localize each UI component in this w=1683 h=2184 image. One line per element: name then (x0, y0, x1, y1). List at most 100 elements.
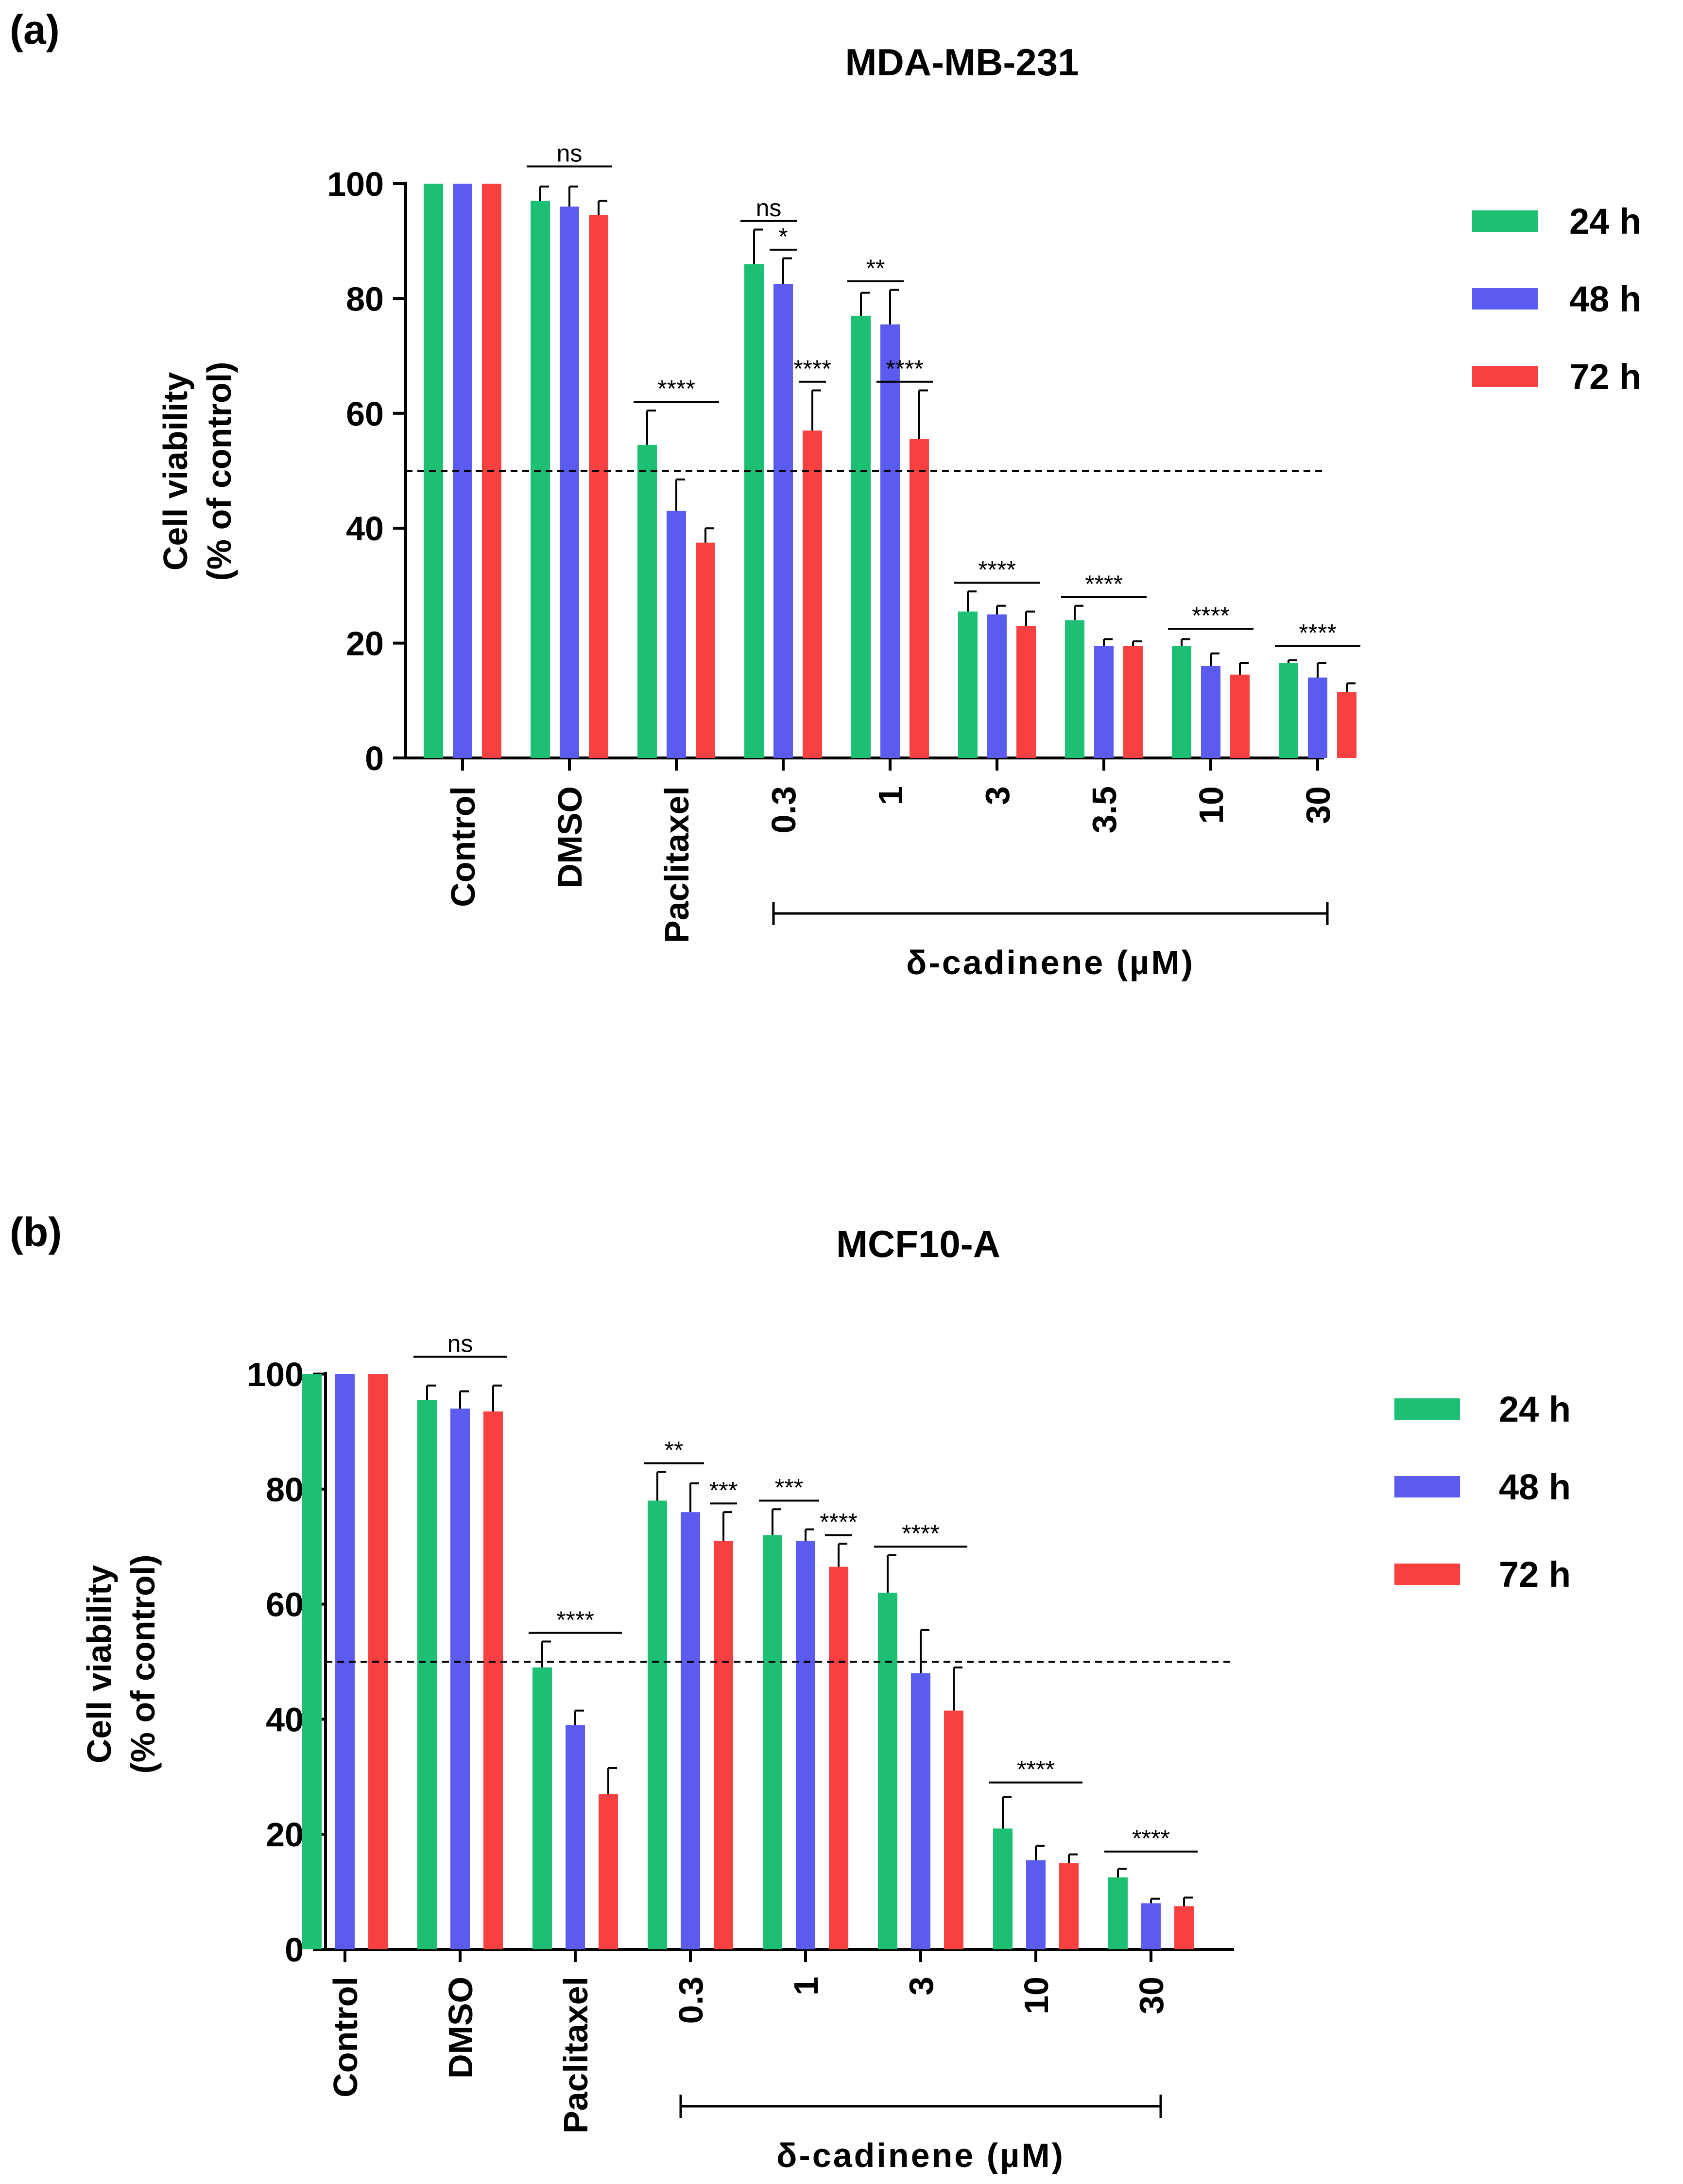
bar (911, 1673, 930, 1949)
y-axis-label: Cell viability (% of control) (80, 1554, 162, 1773)
bar (763, 1535, 782, 1949)
y-axis-label-line-2: (% of control) (124, 1554, 162, 1773)
significance-label: *** (775, 1474, 803, 1501)
x-tick-label: DMSO (442, 1977, 480, 2079)
bar (987, 614, 1007, 758)
bar (1174, 1906, 1194, 1949)
y-tick-label: 80 (346, 280, 384, 318)
significance-label: **** (1132, 1825, 1170, 1852)
bar (589, 215, 608, 758)
significance-label: ns (447, 1330, 473, 1357)
y-axis-label-line-1: Cell viability (80, 1565, 118, 1764)
x-tick-label: Paclitaxel (658, 786, 696, 943)
legend-swatch (1472, 210, 1538, 232)
x-tick-label: Control (326, 1977, 364, 2098)
group-label: δ-cadinene (µM) (906, 944, 1195, 981)
bar (1337, 692, 1357, 758)
legend-label: 48 h (1569, 279, 1641, 319)
bar (1094, 646, 1114, 758)
x-tick-label: 3 (979, 786, 1016, 805)
bar (1026, 1860, 1046, 1949)
bar (803, 430, 822, 758)
bar (1141, 1903, 1161, 1949)
y-tick-label: 60 (346, 395, 384, 433)
x-tick-label: 0.3 (672, 1977, 710, 2024)
bar (1201, 666, 1220, 758)
y-tick-label: 80 (266, 1471, 304, 1509)
x-tick-label: 10 (1192, 786, 1230, 824)
y-axis-label-line-2: (% of control) (200, 361, 238, 581)
bar (302, 1374, 322, 1949)
legend-label: 72 h (1499, 1554, 1571, 1595)
significance-label: **** (1017, 1756, 1055, 1783)
x-tick-label: Paclitaxel (557, 1977, 595, 2133)
x-tick-label: 1 (872, 786, 910, 805)
y-axis-label: Cell viability (% of control) (156, 361, 238, 581)
bar (1065, 620, 1084, 758)
significance-label: **** (556, 1606, 594, 1634)
bar (532, 1667, 552, 1949)
significance-label: **** (820, 1509, 858, 1536)
panel-a-mda-mb-231: (a) MDA-MB-231 Cell viability (% of control… (10, 7, 1641, 981)
bar (796, 1541, 815, 1949)
bar (681, 1512, 700, 1949)
y-tick-label: 100 (247, 1356, 304, 1393)
panel-letter: (b) (10, 1209, 62, 1255)
significance-label: ns (557, 140, 583, 167)
bar (1230, 674, 1250, 758)
chart-title: MCF10-A (836, 1222, 1000, 1265)
legend-label: 48 h (1499, 1467, 1571, 1507)
chart-title: MDA-MB-231 (845, 41, 1079, 84)
group-label: δ-cadinene (µM) (776, 2136, 1065, 2174)
x-tick-label: 0.3 (765, 786, 803, 833)
bar (851, 315, 871, 758)
significance-label: **** (793, 355, 831, 382)
bar (560, 206, 579, 758)
y-axis-label-line-1: Cell viability (156, 372, 194, 571)
bar (880, 324, 900, 758)
y-tick-label: 60 (266, 1586, 304, 1624)
y-tick-label: 0 (365, 739, 384, 777)
x-tick-label: Control (444, 786, 482, 907)
significance-label: * (778, 223, 788, 250)
bar (958, 611, 978, 758)
bar (773, 284, 793, 758)
bar (1123, 646, 1143, 758)
bar (878, 1592, 897, 1949)
bar (1279, 663, 1298, 758)
bar (637, 445, 657, 758)
x-tick-label: 3 (902, 1977, 940, 1995)
bar (483, 1411, 503, 1949)
y-tick-label: 0 (285, 1931, 304, 1969)
significance-label: ns (756, 194, 782, 222)
bar (944, 1710, 963, 1949)
bar (1108, 1877, 1128, 1949)
bar (450, 1409, 470, 1949)
legend-swatch (1394, 1564, 1460, 1585)
x-tick-label: DMSO (551, 786, 589, 888)
bar (531, 201, 550, 758)
significance-label: *** (709, 1477, 738, 1504)
bar (1172, 646, 1191, 758)
bar (696, 542, 715, 758)
bar (829, 1566, 848, 1949)
bar (417, 1400, 437, 1949)
legend-swatch (1394, 1476, 1460, 1497)
bar (910, 439, 929, 758)
y-tick-label: 40 (346, 510, 384, 548)
bar (648, 1500, 667, 1949)
significance-label: **** (1085, 570, 1123, 598)
legend-label: 72 h (1569, 357, 1641, 397)
bar (1308, 677, 1327, 758)
legend-swatch (1472, 288, 1538, 310)
legend-label: 24 h (1499, 1389, 1571, 1429)
legend-label: 24 h (1569, 201, 1641, 241)
bar (1059, 1863, 1079, 1949)
significance-label: **** (978, 556, 1016, 583)
x-tick-label: 30 (1299, 786, 1337, 824)
bar (667, 511, 686, 758)
bar (1016, 626, 1036, 758)
panel-letter: (a) (10, 7, 60, 52)
legend-swatch (1394, 1398, 1460, 1420)
